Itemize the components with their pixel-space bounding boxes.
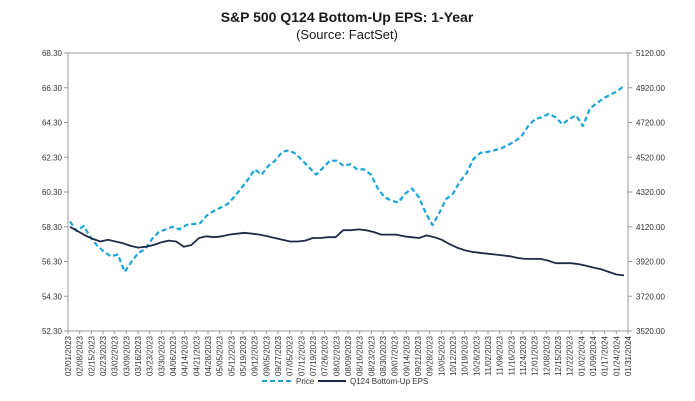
left-tick-label: 52.30	[42, 327, 63, 336]
x-tick-label: 03/23/2023	[146, 335, 155, 376]
left-tick-label: 60.30	[42, 188, 63, 197]
x-tick-label: 09/14/2023	[402, 335, 411, 376]
x-tick-label: 01/17/2024	[601, 335, 610, 376]
x-tick-label: 11/02/2023	[484, 335, 493, 375]
x-tick-label: 12/08/2023	[542, 335, 551, 376]
x-tick-label: 03/30/2023	[157, 335, 166, 376]
x-tick-label: 12/15/2023	[554, 335, 563, 376]
legend: Price Q124 Bottom-Up EPS	[262, 377, 428, 386]
x-tick-label: 02/01/2023	[64, 335, 73, 376]
x-tick-label: 10/12/2023	[449, 335, 458, 376]
plot-area	[67, 52, 629, 332]
x-tick-label: 02/23/2023	[99, 335, 108, 376]
x-tick-label: 07/19/2023	[309, 335, 318, 376]
legend-eps-label: Q124 Bottom-Up EPS	[350, 377, 428, 386]
left-tick-label: 68.30	[42, 49, 63, 58]
x-tick-label: 10/05/2023	[437, 335, 446, 376]
x-tick-label: 12/01/2023	[531, 335, 540, 376]
right-tick-label: 3920.00	[636, 258, 665, 267]
left-tick-label: 66.30	[42, 84, 63, 93]
right-tick-label: 4320.00	[636, 188, 665, 197]
price-series-line	[69, 85, 625, 273]
x-tick-label: 03/02/2023	[111, 335, 120, 376]
x-tick-label: 09/05/2023	[262, 335, 271, 376]
x-tick-label: 10/26/2023	[472, 335, 481, 376]
left-tick-label: 62.30	[42, 153, 63, 162]
x-tick-label: 05/19/2023	[239, 335, 248, 376]
eps-series-line	[69, 226, 625, 277]
x-tick-label: 11/16/2023	[507, 335, 516, 375]
x-tick-label: 08/02/2023	[332, 335, 341, 376]
x-tick-label: 02/15/2023	[87, 335, 96, 376]
x-tick-label: 04/14/2023	[181, 335, 190, 376]
x-tick-label: 12/22/2023	[566, 335, 575, 376]
x-tick-label: 08/16/2023	[356, 335, 365, 376]
right-axis: 3520.00 3720.00 3920.00 4120.00 4320.00 4520.…	[628, 49, 665, 336]
x-tick-label: 04/21/2023	[192, 335, 201, 376]
x-tick-label: 10/19/2023	[461, 335, 470, 376]
right-tick-label: 4720.00	[636, 119, 665, 128]
right-tick-label: 4120.00	[636, 223, 665, 232]
x-tick-label: 08/23/2023	[367, 335, 376, 376]
x-axis: 02/01/2023 02/08/2023 02/15/2023 02/23/2023…	[64, 331, 633, 376]
left-tick-label: 54.30	[42, 292, 63, 301]
x-tick-label: 02/08/2023	[76, 335, 85, 376]
x-tick-label: 05/12/2023	[227, 335, 236, 376]
chart-title: S&P 500 Q124 Bottom-Up EPS: 1-Year	[221, 9, 474, 25]
x-tick-label: 03/16/2023	[134, 335, 143, 376]
x-tick-label: 07/12/2023	[297, 335, 306, 376]
left-tick-label: 64.30	[42, 119, 63, 128]
x-tick-label: 01/02/2024	[577, 335, 586, 376]
chart-subtitle: (Source: FactSet)	[296, 27, 398, 42]
right-tick-label: 5120.00	[636, 49, 665, 58]
x-tick-label: 05/05/2023	[216, 335, 225, 376]
x-tick-label: 07/26/2023	[321, 335, 330, 376]
x-tick-label: 01/31/2024	[624, 335, 633, 376]
series-layer	[69, 85, 625, 277]
x-tick-label: 09/12/2023	[251, 335, 260, 376]
x-tick-label: 09/28/2023	[426, 335, 435, 376]
legend-price-label: Price	[296, 377, 315, 386]
right-tick-label: 4520.00	[636, 153, 665, 162]
left-tick-label: 58.30	[42, 223, 63, 232]
right-tick-label: 3520.00	[636, 327, 665, 336]
x-tick-label: 08/30/2023	[379, 335, 388, 376]
right-tick-label: 4920.00	[636, 84, 665, 93]
x-tick-label: 09/27/2023	[274, 335, 283, 376]
x-tick-label: 09/07/2023	[391, 335, 400, 376]
left-axis: 52.30 54.30 56.30 58.30 60.30 62.30 64.30 66.30…	[42, 49, 68, 336]
left-tick-label: 56.30	[42, 258, 63, 267]
x-tick-label: 11/24/2023	[519, 335, 528, 375]
x-tick-label: 01/09/2024	[589, 335, 598, 376]
x-tick-label: 04/06/2023	[169, 335, 178, 376]
right-tick-label: 3720.00	[636, 292, 665, 301]
x-tick-label: 07/05/2023	[286, 335, 295, 376]
x-tick-label: 01/24/2024	[612, 335, 621, 376]
x-tick-label: 09/21/2023	[414, 335, 423, 376]
x-tick-label: 08/09/2023	[344, 335, 353, 376]
x-tick-label: 04/28/2023	[204, 335, 213, 376]
x-tick-label: 11/09/2023	[496, 335, 505, 375]
x-tick-label: 03/09/2023	[122, 335, 131, 376]
